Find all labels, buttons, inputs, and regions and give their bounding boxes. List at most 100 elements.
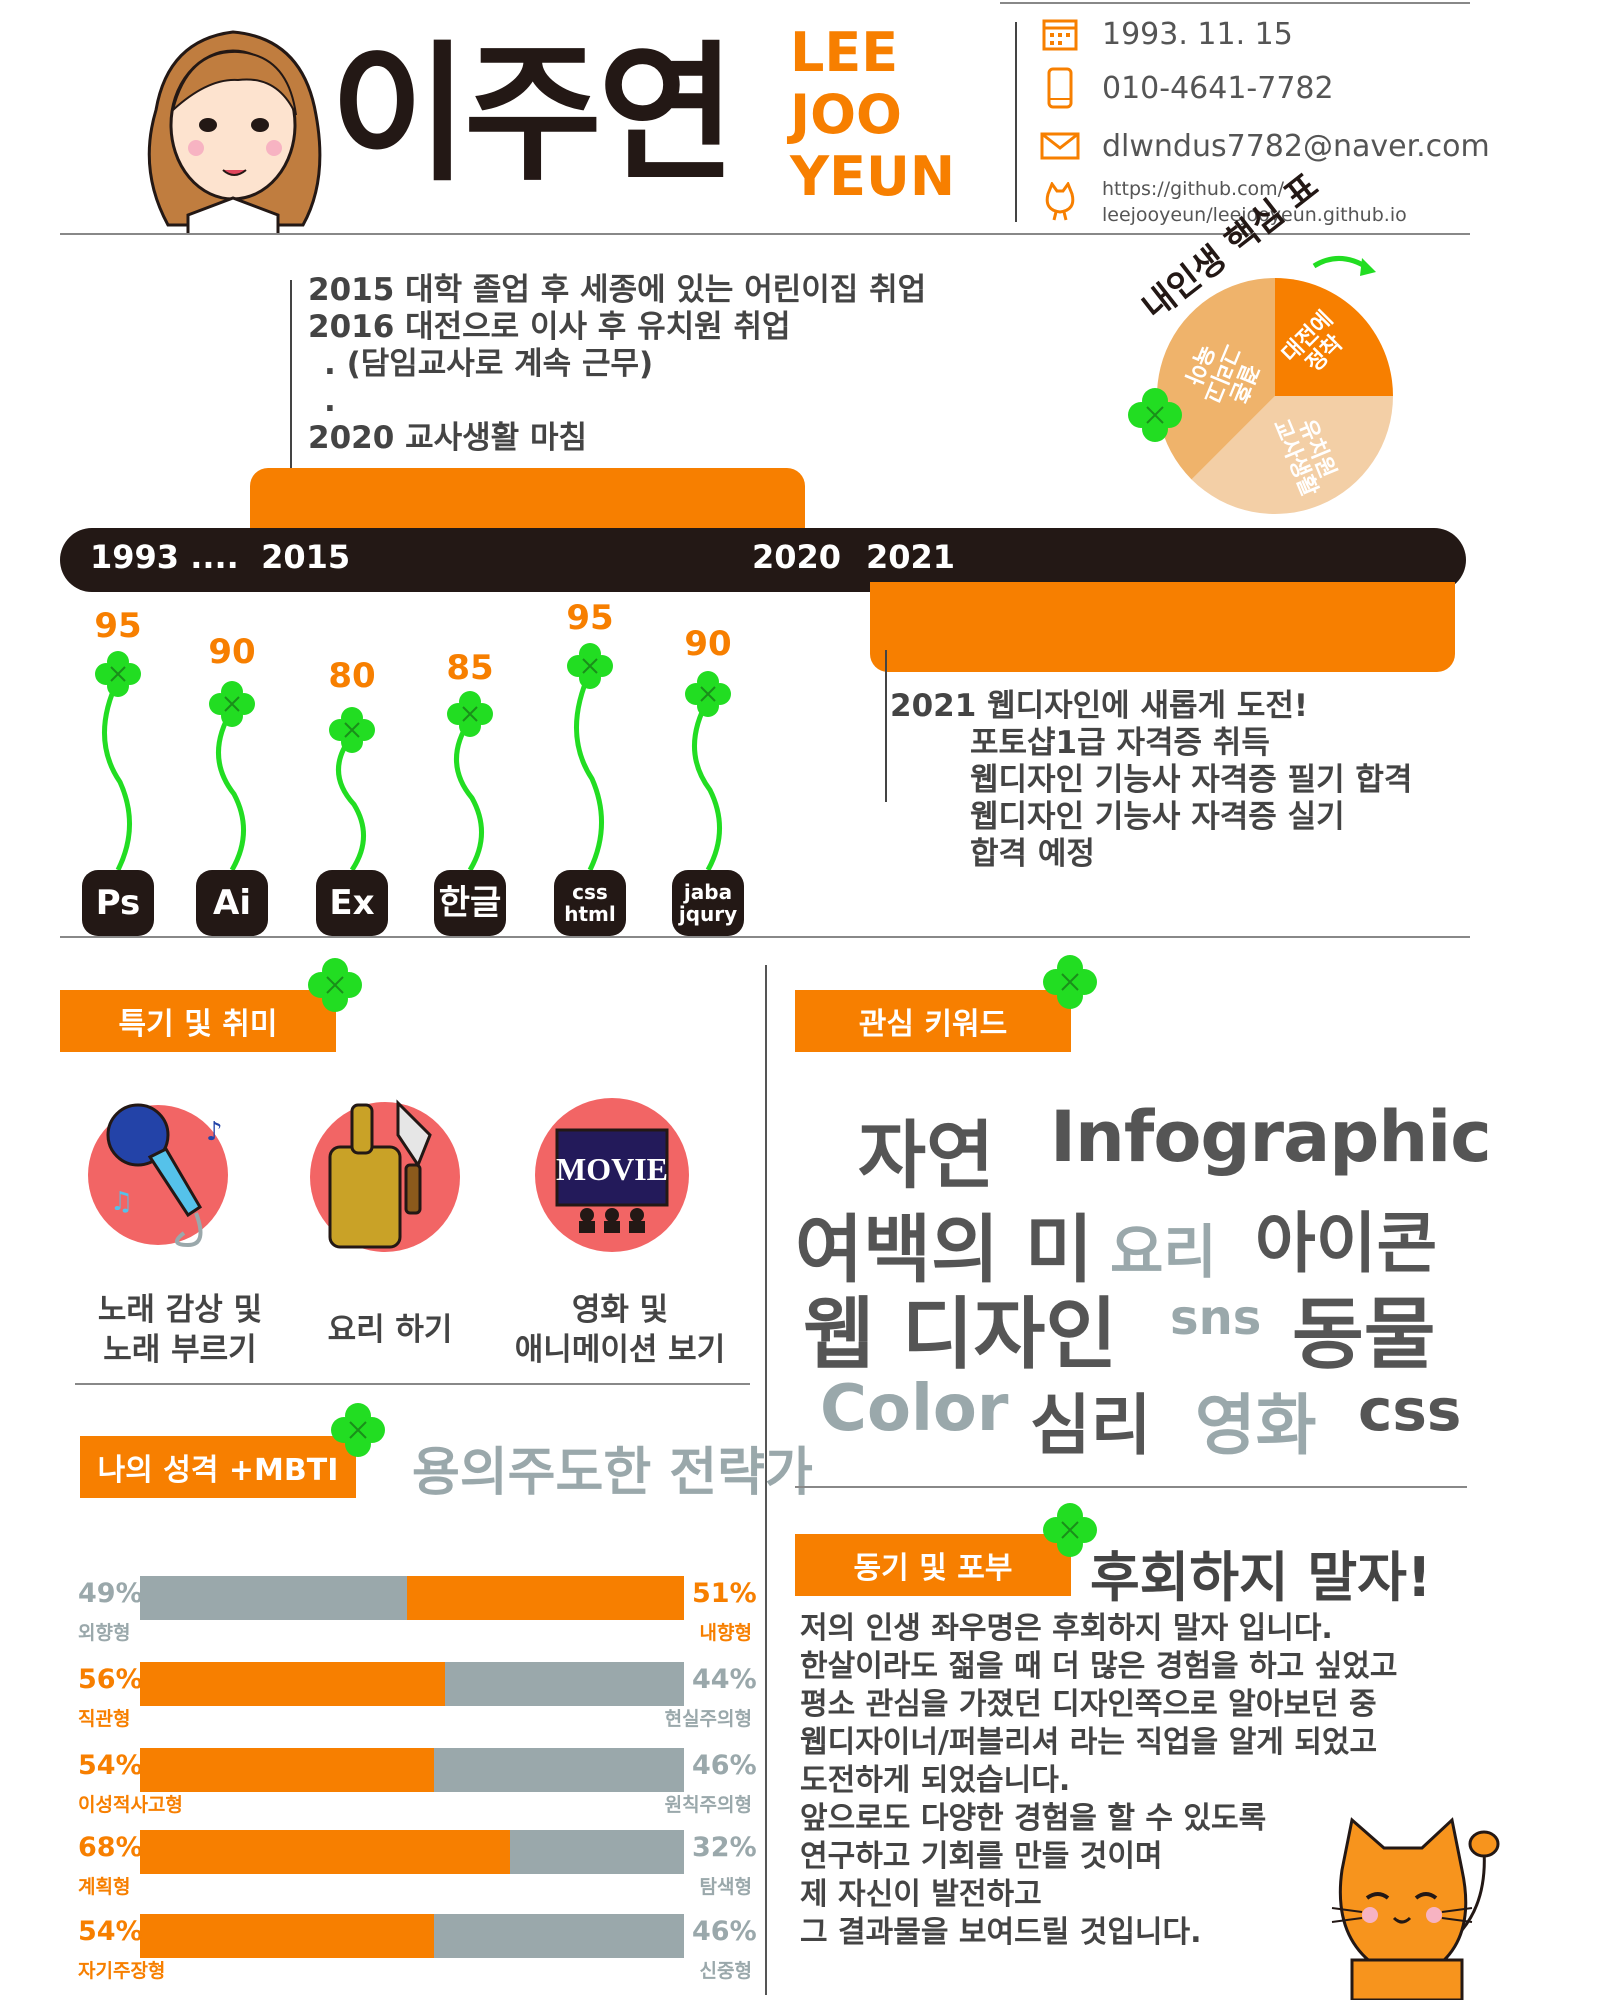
clover-icon — [1128, 388, 1182, 442]
keyword-sns: sns — [1170, 1290, 1262, 1346]
mbti-left-trait: 외향형 — [78, 1622, 131, 1644]
mbti-right-percent: 44% — [692, 1664, 757, 1695]
history-line: 2016 대전으로 이사 후 유치원 취업 — [308, 309, 791, 345]
mbti-left-percent: 56% — [78, 1664, 143, 1695]
hobby-line: 애니메이션 보기 — [514, 1332, 726, 1368]
keyword-animals: 동물 — [1292, 1290, 1436, 1380]
hobby-label-singing: 노래 감상 및 노래 부르기 — [80, 1290, 280, 1370]
mbti-bar-fill — [140, 1830, 510, 1874]
name-english: LEE JOO YEUN — [790, 22, 955, 208]
keyword-white-space: 여백의 미 — [795, 1207, 1094, 1293]
svg-text:♪: ♪ — [206, 1117, 223, 1147]
header-rule — [60, 233, 1470, 235]
keyword-web-design: 웹 디자인 — [803, 1290, 1118, 1380]
header-divider — [1015, 22, 1017, 222]
mbti-right-trait: 탐색형 — [699, 1876, 752, 1898]
mbti-bar-fill — [140, 1914, 434, 1958]
phone-row: 010-4641-7782 — [1040, 67, 1334, 109]
clover-stem-icon — [567, 643, 613, 870]
github-link-1[interactable]: https://github.com/ — [1102, 178, 1285, 200]
skill-score: 95 — [94, 606, 142, 646]
svg-text:MOVIE: MOVIE — [556, 1151, 668, 1187]
skill-badge: 한글 — [434, 870, 506, 936]
keyword-movie: 영화 — [1195, 1387, 1317, 1464]
mbti-right-trait: 현실주의형 — [664, 1708, 752, 1730]
clover-stem-icon — [209, 681, 255, 870]
cutting-board-icon — [310, 1099, 460, 1252]
mbti-right-trait: 내향형 — [699, 1622, 752, 1644]
github-link-wrap: https://github.com/ leejooyeun/leejooyeu… — [1102, 176, 1407, 228]
mbti-bar — [140, 1748, 684, 1792]
hobby-line: 노래 부르기 — [103, 1332, 257, 1368]
github-cat-icon — [1040, 182, 1080, 222]
top-rule — [1000, 2, 1470, 4]
history-line: . (담임교사로 계속 근무) — [324, 346, 654, 382]
pie-slice — [1157, 278, 1275, 480]
keyword-css: css — [1358, 1376, 1462, 1444]
history-text: 2015 대학 졸업 후 세종에 있는 어린이집 취업 2016 대전으로 이사… — [308, 272, 926, 457]
recent-line: 웹디자인 기능사 자격증 필기 합격 — [970, 762, 1413, 798]
svg-text:♫: ♫ — [110, 1187, 133, 1217]
mbti-bar — [140, 1914, 684, 1958]
skill-score: 80 — [328, 656, 376, 696]
name-en-line: LEE — [790, 21, 899, 84]
phone-icon — [1040, 67, 1080, 109]
pie-slice-label: 결혼그리고육아 — [1176, 332, 1267, 416]
mbti-bar-fill — [140, 1748, 434, 1792]
mbti-type: 용의주도한 전략가 — [412, 1443, 813, 1503]
skill-badge: css html — [554, 870, 626, 936]
history-connector — [290, 280, 292, 498]
motive-section-tag: 동기 및 포부 — [795, 1534, 1071, 1596]
recent-line: 포토샵1급 자격증 취득 — [970, 725, 1270, 761]
hobby-line: 영화 및 — [571, 1292, 669, 1328]
motive-line: 평소 관심을 가졌던 디자인쪽으로 알아보던 중 — [800, 1687, 1377, 1722]
mbti-bar — [140, 1830, 684, 1874]
recent-line: 2021 웹디자인에 새롭게 도전! — [890, 688, 1308, 724]
birth-row: 1993. 11. 15 — [1040, 14, 1293, 54]
personality-section-tag: 나의 성격 +MBTI — [80, 1436, 356, 1498]
motive-line: 제 자신이 발전하고 — [800, 1877, 1042, 1912]
hobby-label-movies: 영화 및 애니메이션 보기 — [490, 1290, 750, 1370]
year-2021: 2021 — [866, 538, 956, 576]
motive-line: 웹디자이너/퍼블리셔 라는 직업을 알게 되었고 — [800, 1725, 1378, 1760]
recent-text: 2021 웹디자인에 새롭게 도전! 포토샵1급 자격증 취득 웹디자인 기능사… — [890, 688, 1412, 873]
history-line: 2015 대학 졸업 후 세종에 있는 어린이집 취업 — [308, 272, 927, 308]
mbti-left-percent: 54% — [78, 1916, 143, 1947]
skill-badge: jaba jqury — [672, 870, 744, 936]
github-row: https://github.com/ leejooyeun/leejooyeu… — [1040, 176, 1407, 228]
hobby-line: 요리 하기 — [327, 1312, 453, 1348]
mbti-left-trait: 직관형 — [78, 1708, 131, 1730]
recent-line: 웹디자인 기능사 자격증 실기 — [970, 799, 1345, 835]
email-row: dlwndus7782@naver.com — [1040, 126, 1490, 166]
keyword-cooking: 요리 — [1110, 1218, 1217, 1286]
pie-slice — [1191, 396, 1393, 514]
clover-icon — [1043, 955, 1097, 1009]
skill-badge: Ai — [196, 870, 268, 936]
clover-stem-icon — [329, 707, 375, 870]
hobby-rule — [75, 1383, 750, 1385]
arrow-icon — [1312, 256, 1376, 276]
pie-slice — [1275, 278, 1393, 396]
skill-badge: Ps — [82, 870, 154, 936]
name-en-line: JOO — [790, 83, 902, 146]
email-address[interactable]: dlwndus7782@naver.com — [1102, 128, 1490, 164]
keyword-psychology: 심리 — [1030, 1387, 1152, 1464]
phone-number[interactable]: 010-4641-7782 — [1102, 70, 1334, 106]
history-line: 2020 교사생활 마침 — [308, 420, 587, 456]
keywords-section-tag: 관심 키워드 — [795, 990, 1071, 1052]
recent-line: 합격 예정 — [970, 836, 1095, 872]
keyword-infographic: Infographic — [1050, 1096, 1492, 1178]
timeline-period-2015-2020 — [250, 468, 805, 538]
mbti-right-percent: 46% — [692, 1750, 757, 1781]
history-line: . — [324, 383, 336, 419]
skill-score: 90 — [208, 632, 256, 672]
mbti-left-trait: 이성적사고형 — [78, 1794, 183, 1816]
keywords-rule — [795, 1486, 1467, 1488]
year-1993-2015: 1993 .... 2015 — [90, 538, 351, 576]
github-link-2[interactable]: leejooyeun/leejooyeun.github.io — [1102, 204, 1407, 226]
mbti-left-percent: 49% — [78, 1578, 143, 1609]
birth-date: 1993. 11. 15 — [1102, 16, 1293, 52]
clover-stem-icon — [95, 651, 141, 870]
column-divider — [765, 965, 767, 1995]
mbti-bar — [140, 1662, 684, 1706]
